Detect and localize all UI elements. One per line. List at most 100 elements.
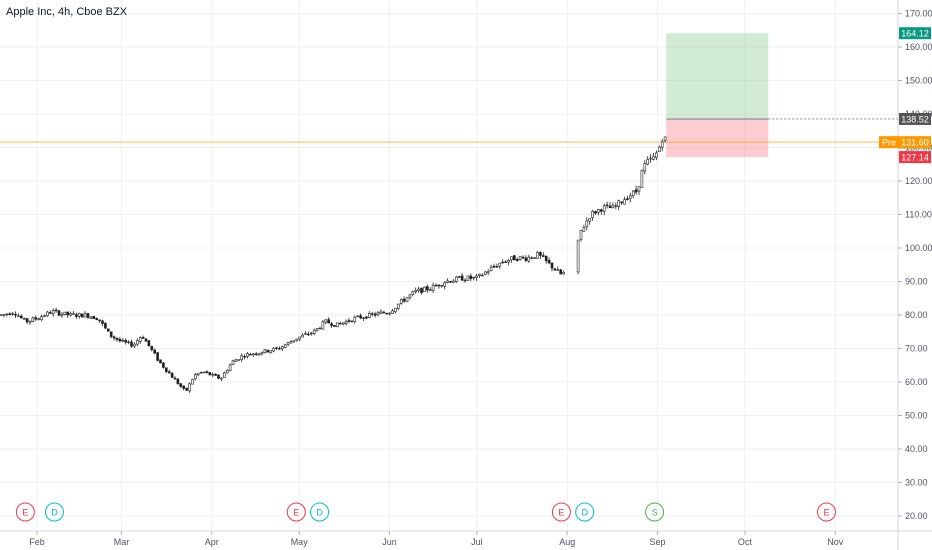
candle-body-up xyxy=(394,307,397,313)
event-letter: S xyxy=(652,508,658,518)
candle-body-up xyxy=(301,334,304,338)
candle-body-down xyxy=(141,336,145,339)
candle xyxy=(428,287,432,292)
candle-body-down xyxy=(608,205,612,209)
candle xyxy=(80,313,84,318)
candle-body-up xyxy=(660,141,664,148)
candle xyxy=(660,138,664,152)
dividend-marker[interactable]: D xyxy=(310,502,330,522)
candle xyxy=(272,347,275,353)
candle xyxy=(118,336,122,343)
time-axis[interactable]: Feb Mar Apr May Jun Jul Aug Sep Oct Nov xyxy=(0,530,932,547)
candle-body-up xyxy=(136,340,139,345)
candle-body-up xyxy=(486,271,490,274)
candle xyxy=(196,373,200,377)
candle xyxy=(452,279,455,283)
earnings-marker[interactable]: E xyxy=(286,502,306,522)
dividend-marker[interactable]: D xyxy=(44,502,64,522)
event-circle xyxy=(44,502,64,522)
candle-body-down xyxy=(402,298,406,302)
candle-body-down xyxy=(553,268,557,271)
candle xyxy=(394,307,397,314)
candle-body-up xyxy=(617,200,621,207)
candle-body-down xyxy=(425,286,429,291)
x-tick-label: Aug xyxy=(559,537,575,547)
candle xyxy=(643,160,647,175)
candle-body-down xyxy=(57,310,61,316)
candle xyxy=(330,321,333,329)
candle xyxy=(240,353,243,362)
price-axis[interactable]: 20.00 30.00 40.00 50.00 60.00 70.00 80.00 90.00… xyxy=(897,0,932,550)
candle xyxy=(289,339,293,344)
candle xyxy=(269,350,273,354)
candle-body-up xyxy=(231,360,235,365)
event-letter: D xyxy=(316,508,323,518)
candle-body-down xyxy=(66,311,69,316)
candle-body-up xyxy=(0,314,3,316)
candle xyxy=(541,252,545,257)
earnings-marker[interactable]: E xyxy=(817,502,837,522)
candle-body-up xyxy=(408,294,412,298)
candle xyxy=(278,346,281,350)
candle xyxy=(162,362,165,369)
candle-body-up xyxy=(211,373,214,376)
candle-body-up xyxy=(286,342,290,345)
candle-body-up xyxy=(289,341,293,344)
candle xyxy=(617,199,621,211)
profit-zone[interactable] xyxy=(666,33,769,119)
candle-body-down xyxy=(124,339,127,343)
candle xyxy=(75,312,78,319)
candle xyxy=(637,186,641,196)
candle-body-up xyxy=(225,370,229,374)
long-position-tool[interactable] xyxy=(666,33,898,158)
candle xyxy=(298,336,302,342)
candle-body-up xyxy=(312,329,316,334)
candle xyxy=(460,273,464,281)
price-label-text: 127.14 xyxy=(901,152,929,162)
candle xyxy=(454,275,458,283)
candle-body-up xyxy=(28,320,32,323)
candle xyxy=(443,281,447,290)
candle xyxy=(112,335,116,341)
candle xyxy=(333,325,336,327)
candle xyxy=(472,276,476,281)
y-tick-label: 60.00 xyxy=(905,377,928,387)
candle xyxy=(307,331,310,337)
earnings-marker[interactable]: E xyxy=(15,502,35,522)
candle-body-down xyxy=(95,318,98,321)
candle-body-down xyxy=(167,371,171,374)
candle xyxy=(391,308,394,314)
candle-body-down xyxy=(533,257,536,259)
candle xyxy=(623,196,626,205)
candle-body-up xyxy=(423,286,426,292)
price-label-text: 164.12 xyxy=(901,28,929,38)
candle xyxy=(66,311,69,318)
candle-body-up xyxy=(283,344,287,348)
candle xyxy=(266,349,270,353)
candle-body-up xyxy=(463,279,467,282)
earnings-marker[interactable]: E xyxy=(551,502,571,522)
candle-body-down xyxy=(217,374,220,379)
grid-lines xyxy=(0,0,898,531)
candle xyxy=(263,349,267,354)
candle-body-up xyxy=(280,346,284,350)
candle-body-up xyxy=(388,312,391,315)
dividend-marker[interactable]: D xyxy=(575,502,595,522)
candle-body-down xyxy=(275,347,278,349)
x-tick-label: May xyxy=(291,537,309,547)
candle-body-up xyxy=(411,291,415,295)
loss-zone[interactable] xyxy=(666,118,769,158)
candle-body-down xyxy=(153,349,156,354)
candle xyxy=(510,256,513,263)
split-marker[interactable]: S xyxy=(645,502,665,522)
candle xyxy=(217,374,220,379)
candle xyxy=(478,273,481,279)
candle xyxy=(431,282,435,294)
candle xyxy=(423,286,426,292)
candle xyxy=(527,254,531,264)
candle xyxy=(376,310,380,317)
candle-body-up xyxy=(353,316,357,322)
y-tick-label: 100.00 xyxy=(905,243,932,253)
candle xyxy=(547,257,551,265)
